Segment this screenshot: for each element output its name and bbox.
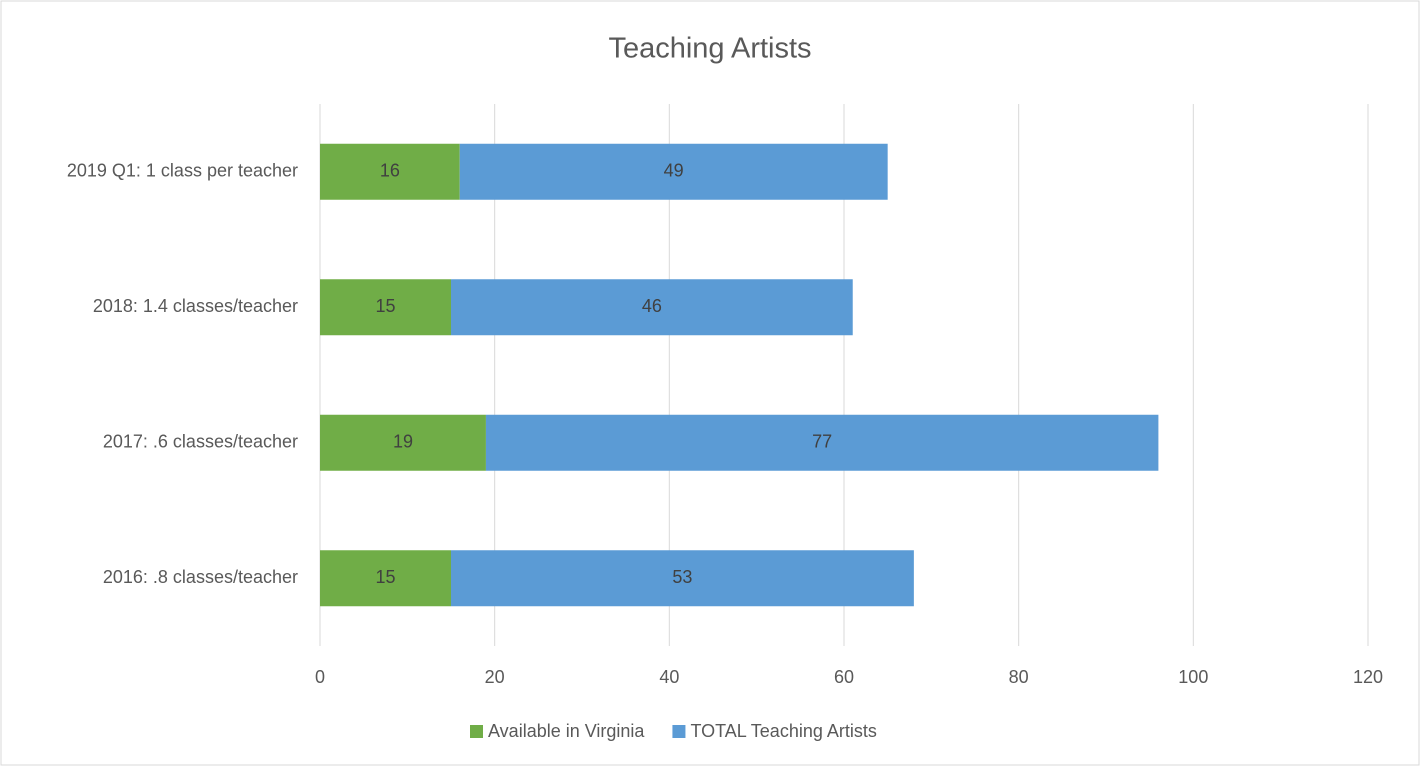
bar: [451, 279, 853, 336]
y-tick-label: 2018: 1.4 classes/teacher: [93, 296, 298, 316]
data-label: 49: [664, 161, 684, 181]
legend-label: TOTAL Teaching Artists: [690, 721, 876, 741]
legend-label: Available in Virginia: [488, 721, 645, 741]
bar: [451, 550, 914, 607]
bar: [485, 414, 1159, 471]
chart-title: Teaching Artists: [608, 33, 811, 65]
x-tick-label: 120: [1353, 667, 1383, 687]
bar: [459, 143, 888, 200]
bar: [320, 143, 460, 200]
x-tick-label: 20: [485, 667, 505, 687]
bar: [320, 550, 451, 607]
data-label: 15: [375, 296, 395, 316]
data-label: 53: [672, 567, 692, 587]
y-tick-label: 2016: .8 classes/teacher: [103, 567, 298, 587]
x-tick-label: 0: [315, 667, 325, 687]
legend-swatch: [470, 725, 483, 738]
data-label: 15: [375, 567, 395, 587]
legend-swatch: [672, 725, 686, 738]
data-label: 16: [380, 161, 400, 181]
x-tick-label: 60: [834, 667, 854, 687]
y-tick-label: 2019 Q1: 1 class per teacher: [67, 161, 298, 181]
x-tick-label: 80: [1009, 667, 1029, 687]
data-label: 19: [393, 432, 413, 452]
x-tick-label: 40: [659, 667, 679, 687]
data-label: 46: [642, 296, 662, 316]
y-tick-label: 2017: .6 classes/teacher: [103, 432, 298, 452]
bar: [320, 414, 486, 471]
bar: [320, 279, 451, 336]
x-tick-label: 100: [1178, 667, 1208, 687]
data-label: 77: [812, 432, 832, 452]
